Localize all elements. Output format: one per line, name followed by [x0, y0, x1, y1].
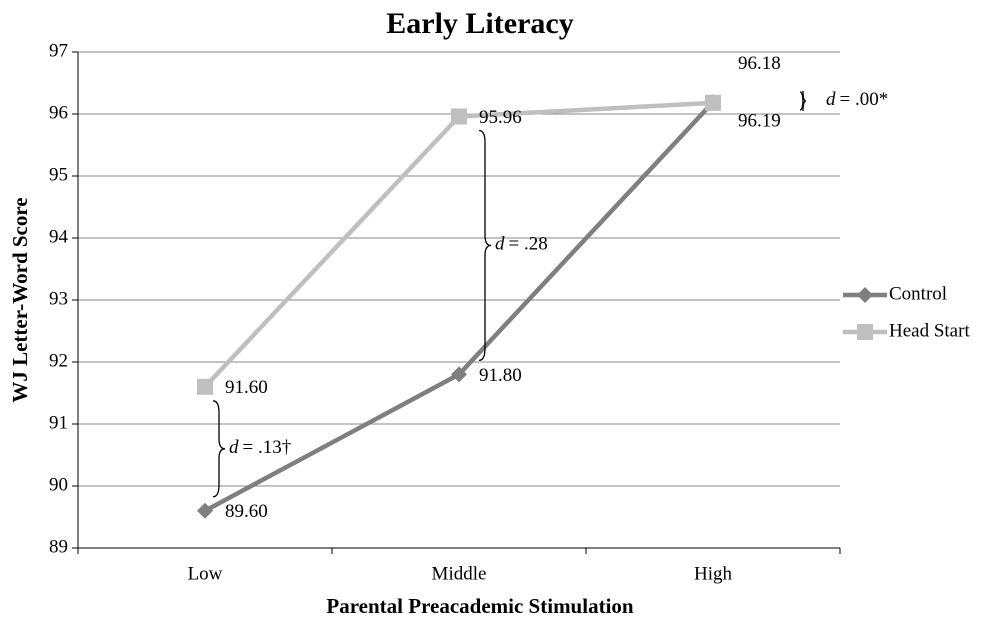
- x-tick-label: Low: [188, 563, 223, 584]
- series-line: [203, 100, 714, 389]
- data-label: 89.60: [225, 501, 268, 522]
- data-label: 91.80: [479, 365, 522, 386]
- annotation-symbol: d: [229, 437, 239, 458]
- chart-title: Early Literacy: [386, 7, 573, 40]
- y-tick-label: 95: [49, 164, 68, 185]
- y-tick-label: 93: [49, 288, 68, 309]
- marker: [705, 94, 721, 111]
- y-tick-label: 90: [49, 474, 68, 495]
- y-axis-label: WJ Letter-Word Score: [8, 197, 32, 402]
- data-label: 96.18: [738, 53, 781, 74]
- annotation-text: = .00*: [840, 89, 889, 110]
- plot: 89 90 91 92 93 94 95 96 97 Low Middle High 89.60 91.8…: [49, 40, 970, 584]
- annotation-symbol: d: [826, 89, 836, 110]
- y-tick-label: 96: [49, 102, 68, 123]
- marker: [197, 502, 213, 519]
- x-tick-label: Middle: [432, 563, 487, 584]
- y-tick-label: 92: [49, 350, 68, 371]
- y-tick-label: 97: [49, 40, 68, 61]
- data-label: 96.19: [738, 111, 781, 132]
- x-axis-label: Parental Preacademic Stimulation: [326, 594, 633, 618]
- data-label: 91.60: [225, 377, 268, 398]
- brace: [799, 90, 807, 112]
- legend-label: Control: [889, 283, 947, 304]
- data-label: 95.96: [479, 107, 522, 128]
- annotation-text: = .28: [509, 234, 548, 255]
- legend-label: Head Start: [889, 320, 970, 341]
- marker: [857, 324, 873, 340]
- annotation: d = .00*: [826, 89, 888, 110]
- marker: [451, 366, 467, 383]
- brace: [478, 129, 492, 362]
- y-tick-label: 91: [49, 412, 68, 433]
- annotation: d = .13†: [229, 437, 291, 458]
- brace: [212, 400, 226, 498]
- annotation-symbol: d: [495, 234, 505, 255]
- marker: [197, 378, 213, 395]
- annotation: d = .28: [495, 234, 548, 255]
- marker: [857, 287, 873, 303]
- marker: [451, 108, 467, 125]
- y-tick-label: 94: [49, 226, 69, 247]
- annotation-text: = .13†: [243, 437, 292, 458]
- y-tick-label: 89: [49, 536, 68, 557]
- x-tick-label: High: [694, 563, 733, 584]
